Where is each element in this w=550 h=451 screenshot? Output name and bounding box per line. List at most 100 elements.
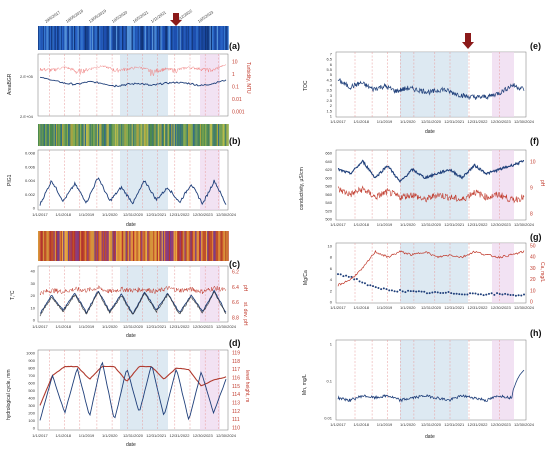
- panel-a-ylabel: AreaBGR: [7, 73, 13, 95]
- y-tick-label: 10: [328, 244, 333, 249]
- x-tick-label: 12/30/2024: [514, 305, 535, 310]
- y-tick-label: 9: [530, 186, 533, 192]
- x-tick-label: 1/1/2019: [377, 422, 393, 427]
- panel-a-y2label: Turbidity, NTU: [245, 62, 251, 94]
- panel-c-letter: (c): [229, 259, 240, 269]
- data-point: [466, 293, 469, 296]
- data-point: [382, 287, 385, 290]
- panel-c-y2label: pH: [242, 285, 248, 292]
- x-tick-label: 1/1/2017: [330, 119, 346, 124]
- y-tick-label: 6.2: [232, 270, 239, 276]
- data-point: [358, 280, 361, 283]
- x-tick-label: 12/30/2023: [491, 305, 512, 310]
- data-point: [407, 289, 410, 292]
- y-tick-label: 660: [325, 151, 332, 156]
- data-point: [504, 292, 507, 295]
- x-tick-label: 12/30/2024: [216, 433, 237, 438]
- y-tick-label: 540: [325, 200, 332, 205]
- y-tick-label: 0: [330, 300, 333, 305]
- y-tick-label: 0: [530, 300, 533, 306]
- panel-c-ylabel: T,°C: [10, 290, 16, 300]
- x-tick-label: 12/31/2022: [467, 222, 488, 227]
- y-tick-label: 115: [232, 384, 240, 390]
- panel-f-ylabel: conductivity, µS/cm: [299, 167, 305, 210]
- y-tick-label: 0.01: [324, 416, 333, 421]
- y-tick-label: 113: [232, 401, 240, 407]
- data-point: [485, 293, 488, 296]
- panel-h: Mn, mg/L 1 0.1 0.01 1/1/2017 1/1/2018 1/1/20…: [302, 328, 542, 440]
- x-tick-label: 1/1/2019: [377, 305, 393, 310]
- panel-g-y2label: Ca, mg/L: [539, 262, 545, 283]
- y-tick-label: 50: [530, 244, 536, 250]
- x-tick-label: 1/1/2020: [102, 212, 118, 217]
- panel-h-xlabel: date: [425, 434, 435, 440]
- y-tick-label: 560: [325, 192, 332, 197]
- y-tick-label: 0.004: [25, 178, 36, 183]
- y-tick-label: 640: [325, 159, 332, 164]
- x-tick-label: 1/1/2020: [400, 119, 416, 124]
- data-point: [342, 275, 345, 278]
- top-date-label: 10/5/2020: [111, 9, 129, 24]
- y-tick-label: 2: [330, 288, 333, 293]
- y-tick-label: 5.5: [326, 67, 332, 72]
- data-point: [447, 290, 450, 293]
- x-tick-label: 12/30/2023: [491, 222, 512, 227]
- y-tick-label: 600: [28, 381, 35, 386]
- x-tick-label: 1/1/2018: [353, 305, 369, 310]
- x-tick-label: 12/31/2021: [444, 119, 465, 124]
- data-point: [353, 278, 356, 281]
- x-tick-label: 1/1/2020: [400, 422, 416, 427]
- panel-f-y2label: pH: [539, 180, 545, 187]
- y-tick-label: 4: [330, 277, 333, 282]
- panel-g-ylabel: Mg/Ca: [303, 270, 309, 285]
- y-tick-label: 1: [330, 114, 333, 119]
- y-tick-label: 620: [325, 167, 332, 172]
- data-point: [444, 291, 447, 294]
- data-point: [477, 293, 480, 296]
- x-tick-label: 1/1/2017: [330, 422, 346, 427]
- y-tick-label: 10: [530, 160, 536, 166]
- panel-c-y2label-b: st. dev. pH: [242, 302, 248, 326]
- y-tick-label: 600: [325, 175, 332, 180]
- top-date-label: 10/5/2023: [197, 9, 215, 24]
- x-tick-label: 1/1/2020: [400, 222, 416, 227]
- x-tick-label: 12/31/2021: [444, 222, 465, 227]
- x-tick-label: 1/1/2019: [79, 212, 95, 217]
- panel-f: conductivity, µS/cm 660 640 620 600 580 560 54…: [299, 136, 545, 227]
- data-point: [482, 294, 485, 297]
- data-point: [520, 294, 523, 297]
- data-point: [423, 290, 426, 293]
- panel-a-letter: (a): [229, 41, 240, 51]
- top-date-label: 16/5/2021: [132, 9, 150, 24]
- top-date-labels: 29/6/2017 18/05/2018 13/05/2019 10/5/2020 16…: [44, 8, 215, 24]
- panel-g-letter: (g): [530, 232, 542, 242]
- panel-d-ylabel: hydrological cycle, mm: [6, 369, 12, 420]
- data-point: [474, 292, 477, 295]
- top-date-label: 1/11/2021: [150, 9, 168, 24]
- panel-b: PIG1 0.008 0.006 0.004 0.002 0 1/1/2017 1/1/2…: [7, 136, 241, 228]
- panel-b-xlabel: date: [126, 222, 136, 228]
- y-tick-label: 4.5: [326, 77, 332, 82]
- x-tick-label: 12/31/2021: [146, 433, 167, 438]
- y-tick-label: 3.5: [326, 88, 332, 93]
- panel-a-ytick: 2.E+05: [20, 74, 34, 79]
- x-tick-label: 12/30/2024: [514, 222, 535, 227]
- x-tick-label: 12/31/2020: [421, 222, 442, 227]
- x-tick-label: 12/31/2022: [467, 305, 488, 310]
- x-tick-label: 1/1/2020: [400, 305, 416, 310]
- y-tick-label: 30: [530, 266, 536, 272]
- panel-c: T,°C 40 30 20 10 0 6.2 6.4 6.6 8.8 pH st. dev. …: [10, 259, 248, 339]
- data-point: [431, 291, 434, 294]
- y-tick-label: 0.006: [25, 164, 36, 169]
- y-tick-label: 114: [232, 392, 240, 398]
- x-tick-label: 1/1/2019: [377, 119, 393, 124]
- y-tick-label: 110: [232, 426, 240, 432]
- data-point: [390, 289, 393, 292]
- data-point: [523, 293, 525, 296]
- x-tick-label: 12/30/2024: [514, 422, 535, 427]
- x-tick-label: 1/1/2018: [55, 324, 71, 329]
- x-tick-label: 12/30/2023: [491, 422, 512, 427]
- data-point: [380, 288, 383, 291]
